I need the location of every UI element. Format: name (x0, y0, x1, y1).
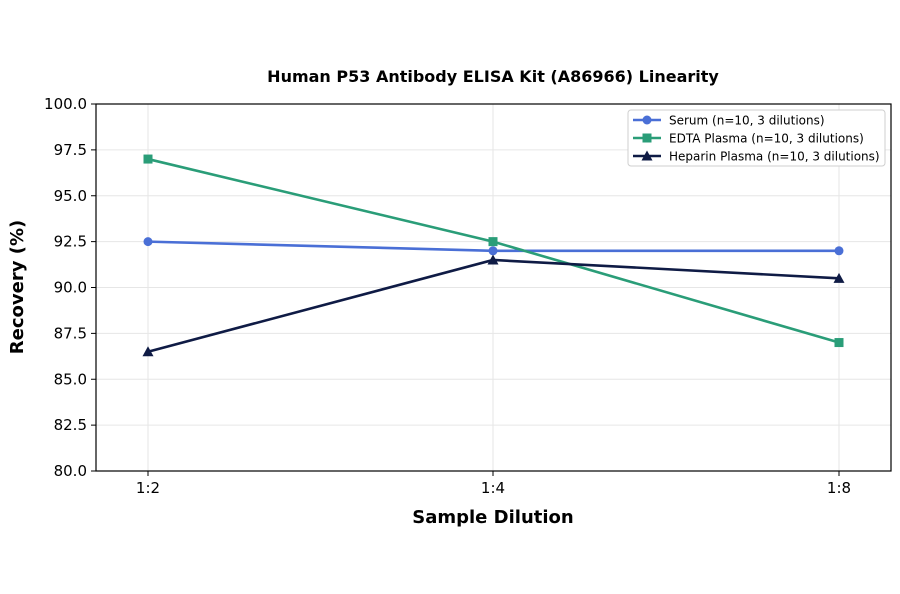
data-point-serum (488, 246, 498, 256)
legend-label: Heparin Plasma (n=10, 3 dilutions) (669, 150, 880, 164)
y-tick-label: 82.5 (54, 416, 87, 434)
legend-label: Serum (n=10, 3 dilutions) (669, 114, 825, 128)
x-tick-label: 1:2 (136, 479, 160, 497)
y-tick-label: 97.5 (54, 141, 87, 159)
legend-item-heparin-plasma: Heparin Plasma (n=10, 3 dilutions) (633, 150, 880, 164)
data-point-edta-plasma (143, 154, 153, 164)
data-point-serum (834, 246, 844, 256)
x-axis: 1:2 1:4 1:8 (136, 471, 851, 497)
y-tick-label: 85.0 (54, 370, 87, 388)
data-point-heparin-plasma (833, 272, 845, 283)
y-tick-label: 92.5 (54, 233, 87, 251)
legend-item-edta-plasma: EDTA Plasma (n=10, 3 dilutions) (633, 132, 864, 146)
legend-label: EDTA Plasma (n=10, 3 dilutions) (669, 132, 864, 146)
data-point-serum (143, 237, 153, 247)
legend: Serum (n=10, 3 dilutions) EDTA Plasma (n=… (627, 109, 886, 167)
chart-title: Human P53 Antibody ELISA Kit (A86966) Li… (267, 67, 719, 86)
data-point-heparin-plasma (142, 346, 154, 357)
legend-marker (642, 115, 652, 125)
x-axis-label: Sample Dilution (412, 507, 573, 528)
y-axis: 80.0 82.5 85.0 87.5 90.0 92.5 95.0 97.5 100.0 (44, 95, 96, 480)
y-tick-label: 87.5 (54, 324, 87, 342)
legend-item-serum: Serum (n=10, 3 dilutions) (633, 114, 825, 128)
legend-marker (641, 150, 653, 161)
legend-marker (642, 133, 652, 143)
y-tick-label: 80.0 (54, 462, 87, 480)
data-point-heparin-plasma (487, 254, 499, 265)
x-tick-label: 1:8 (827, 479, 851, 497)
y-axis-label: Recovery (%) (7, 220, 28, 354)
data-point-edta-plasma (834, 338, 844, 348)
series-group (142, 154, 845, 357)
data-point-edta-plasma (488, 237, 498, 247)
x-tick-label: 1:4 (481, 479, 505, 497)
series-edta-plasma (143, 154, 844, 348)
series-heparin-plasma (142, 254, 845, 357)
legend-box (627, 109, 886, 167)
y-tick-label: 95.0 (54, 187, 87, 205)
y-tick-label: 100.0 (44, 95, 87, 113)
y-tick-label: 90.0 (54, 279, 87, 297)
series-serum (143, 237, 844, 256)
